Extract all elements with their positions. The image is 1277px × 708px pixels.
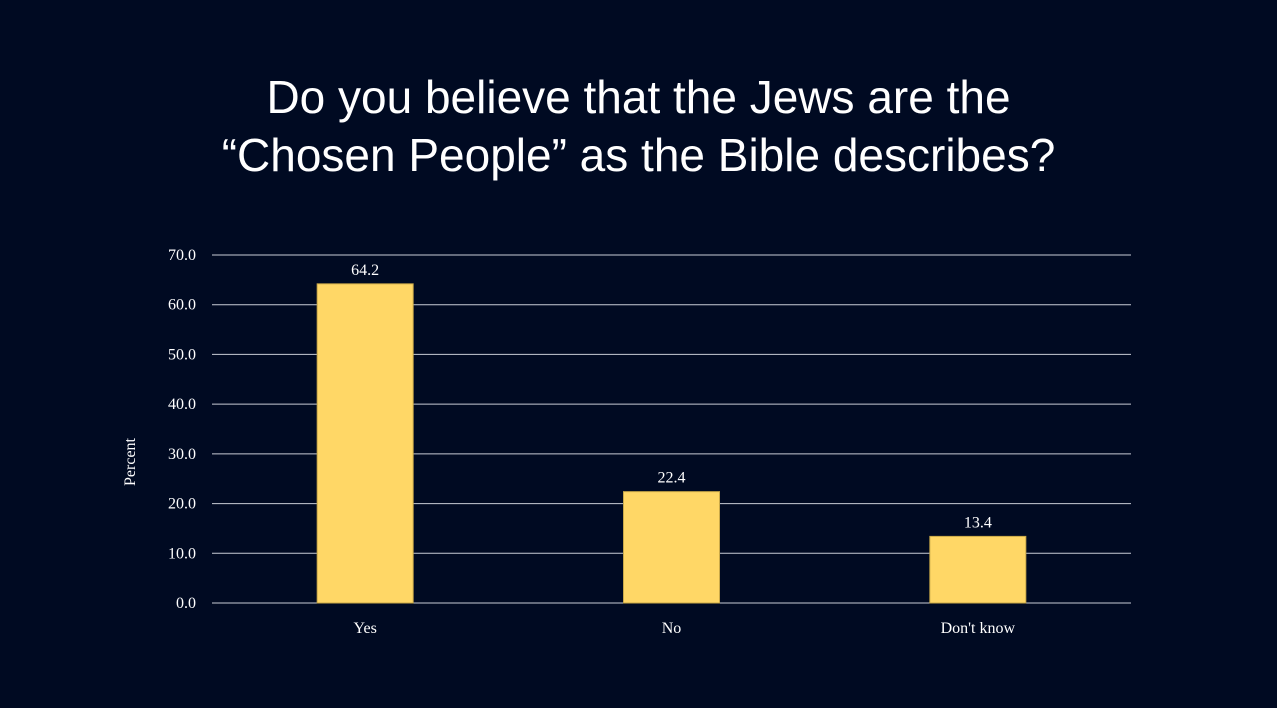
- x-tick-label: Don't know: [941, 620, 1016, 637]
- y-axis-ticks: 0.0 10.0 20.0 30.0 40.0 50.0 60.0 70.0: [168, 247, 196, 612]
- data-labels: 64.2 22.4 13.4: [351, 262, 992, 532]
- y-tick-label: 70.0: [168, 247, 196, 264]
- chart-title: Do you believe that the Jews are the “Ch…: [0, 68, 1277, 184]
- bar: [623, 491, 720, 604]
- bar-value-label: 13.4: [964, 514, 992, 531]
- y-tick-label: 40.0: [168, 396, 196, 413]
- x-tick-label: No: [662, 620, 682, 637]
- bar: [316, 283, 414, 604]
- y-axis-title: Percent: [122, 437, 139, 486]
- bar-value-label: 22.4: [658, 470, 686, 487]
- bar: [929, 535, 1027, 604]
- y-tick-label: 60.0: [168, 297, 196, 314]
- y-tick-label: 20.0: [168, 496, 196, 513]
- chart-title-line-1: Do you believe that the Jews are the: [266, 71, 1011, 123]
- x-tick-label: Yes: [354, 620, 377, 637]
- y-tick-label: 30.0: [168, 446, 196, 463]
- bars: [316, 283, 1027, 604]
- bar-value-label: 64.2: [351, 262, 379, 279]
- chart-title-line-2: “Chosen People” as the Bible describes?: [221, 129, 1056, 181]
- y-tick-label: 50.0: [168, 346, 196, 363]
- y-tick-label: 10.0: [168, 545, 196, 562]
- x-axis-ticks: Yes No Don't know: [354, 620, 1016, 637]
- y-tick-label: 0.0: [176, 595, 196, 612]
